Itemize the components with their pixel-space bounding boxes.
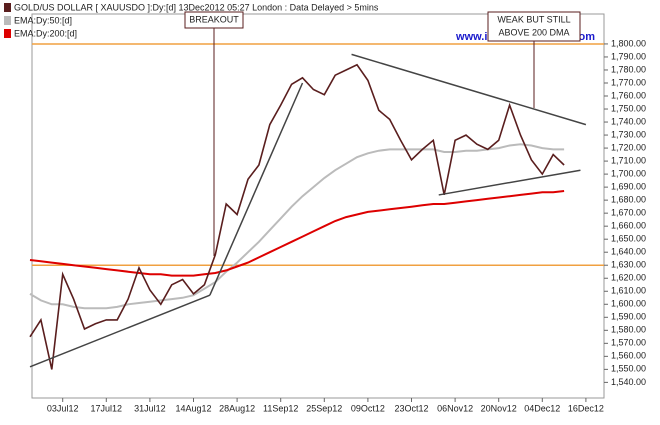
y-tick-label: 1,670.00 <box>611 208 646 218</box>
y-tick-label: 1,700.00 <box>611 168 646 178</box>
y-tick-label: 1,620.00 <box>611 273 646 283</box>
legend-swatch <box>4 29 11 38</box>
series-line <box>29 190 565 277</box>
y-tick-label: 1,690.00 <box>611 182 646 192</box>
annotation: WEAK BUT STILL <box>497 14 570 24</box>
series-line <box>29 63 565 370</box>
y-tick-label: 1,750.00 <box>611 103 646 113</box>
y-tick-label: 1,640.00 <box>611 247 646 257</box>
y-tick-label: 1,800.00 <box>611 38 646 48</box>
annotation: ABOVE 200 DMA <box>498 27 569 37</box>
x-tick-label: 03Jul12 <box>47 403 79 413</box>
x-tick-label: 09Oct12 <box>351 403 385 413</box>
plot-frame <box>31 13 605 399</box>
y-tick-label: 1,660.00 <box>611 221 646 231</box>
y-tick-label: 1,780.00 <box>611 64 646 74</box>
y-tick-label: 1,610.00 <box>611 286 646 296</box>
y-tick-label: 1,590.00 <box>611 312 646 322</box>
y-tick-label: 1,650.00 <box>611 234 646 244</box>
legend-swatch <box>4 3 11 12</box>
trendline <box>351 53 587 126</box>
y-tick-label: 1,790.00 <box>611 51 646 61</box>
x-tick-label: 16Dec12 <box>568 403 604 413</box>
y-tick-label: 1,760.00 <box>611 90 646 100</box>
y-tick-label: 1,680.00 <box>611 195 646 205</box>
x-tick-label: 04Dec12 <box>524 403 560 413</box>
x-tick-label: 11Sep12 <box>263 403 298 413</box>
x-tick-label: 17Jul12 <box>91 403 123 413</box>
legend-label: EMA:Dy:50:[d] <box>14 15 72 25</box>
trendline <box>209 82 304 296</box>
x-tick-label: 20Nov12 <box>481 403 517 413</box>
x-tick-label: 31Jul12 <box>134 403 166 413</box>
y-tick-label: 1,720.00 <box>611 142 646 152</box>
legend-swatch <box>4 16 11 25</box>
legend-label: EMA:Dy:200:[d] <box>14 28 77 38</box>
y-tick-label: 1,740.00 <box>611 116 646 126</box>
y-tick-label: 1,600.00 <box>611 299 646 309</box>
y-tick-label: 1,550.00 <box>611 364 646 374</box>
legend-label: GOLD/US DOLLAR [ XAUUSDO ]:Dy:[d] 13Dec2… <box>14 2 379 12</box>
x-tick-label: 23Oct12 <box>394 403 428 413</box>
y-tick-label: 1,770.00 <box>611 77 646 87</box>
x-tick-label: 28Aug12 <box>219 403 255 413</box>
x-tick-label: 14Aug12 <box>175 403 211 413</box>
y-tick-label: 1,540.00 <box>611 377 646 387</box>
y-tick-label: 1,710.00 <box>611 155 646 165</box>
y-tick-label: 1,630.00 <box>611 260 646 270</box>
trendline <box>438 169 581 196</box>
y-tick-label: 1,730.00 <box>611 129 646 139</box>
series-line <box>29 143 565 310</box>
annotation: BREAKOUT <box>189 14 239 24</box>
annotation-box <box>487 11 581 42</box>
x-tick-label: 25Sep12 <box>306 403 342 413</box>
x-tick-label: 06Nov12 <box>437 403 473 413</box>
y-tick-label: 1,560.00 <box>611 351 646 361</box>
y-tick-label: 1,570.00 <box>611 338 646 348</box>
y-tick-label: 1,580.00 <box>611 325 646 335</box>
trendline <box>29 294 211 368</box>
